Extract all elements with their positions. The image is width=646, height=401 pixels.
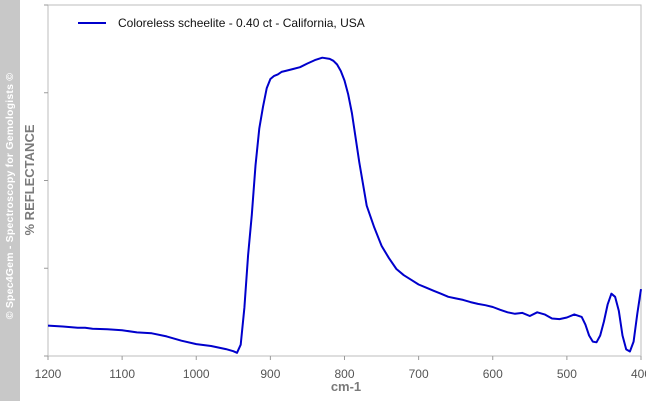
x-tick-label: 1000 xyxy=(183,367,210,381)
watermark-band: © Spec4Gem - Spectroscopy for Gemologist… xyxy=(0,0,20,401)
x-tick-label: 900 xyxy=(260,367,280,381)
plot-frame xyxy=(47,4,642,357)
x-axis-ticks: 1200 1100 1000 900 800 700 600 500 400 xyxy=(35,356,646,381)
x-tick-label: 700 xyxy=(409,367,429,381)
x-tick-label: 800 xyxy=(334,367,354,381)
series-layer xyxy=(47,56,642,354)
x-tick-label: 1200 xyxy=(35,367,62,381)
y-axis-ticks xyxy=(44,4,48,357)
x-tick-label: 400 xyxy=(631,367,646,381)
series-line-0 xyxy=(47,56,642,354)
x-axis-title: cm-1 xyxy=(331,379,361,394)
plot-border xyxy=(47,4,642,357)
x-tick-label: 1100 xyxy=(109,367,135,381)
legend: Coloreless scheelite - 0.40 ct - Califor… xyxy=(78,16,365,30)
y-axis-title: % REFLECTANCE xyxy=(22,124,37,235)
legend-label: Coloreless scheelite - 0.40 ct - Califor… xyxy=(118,16,365,30)
x-tick-label: 500 xyxy=(557,367,577,381)
x-tick-label: 600 xyxy=(483,367,503,381)
